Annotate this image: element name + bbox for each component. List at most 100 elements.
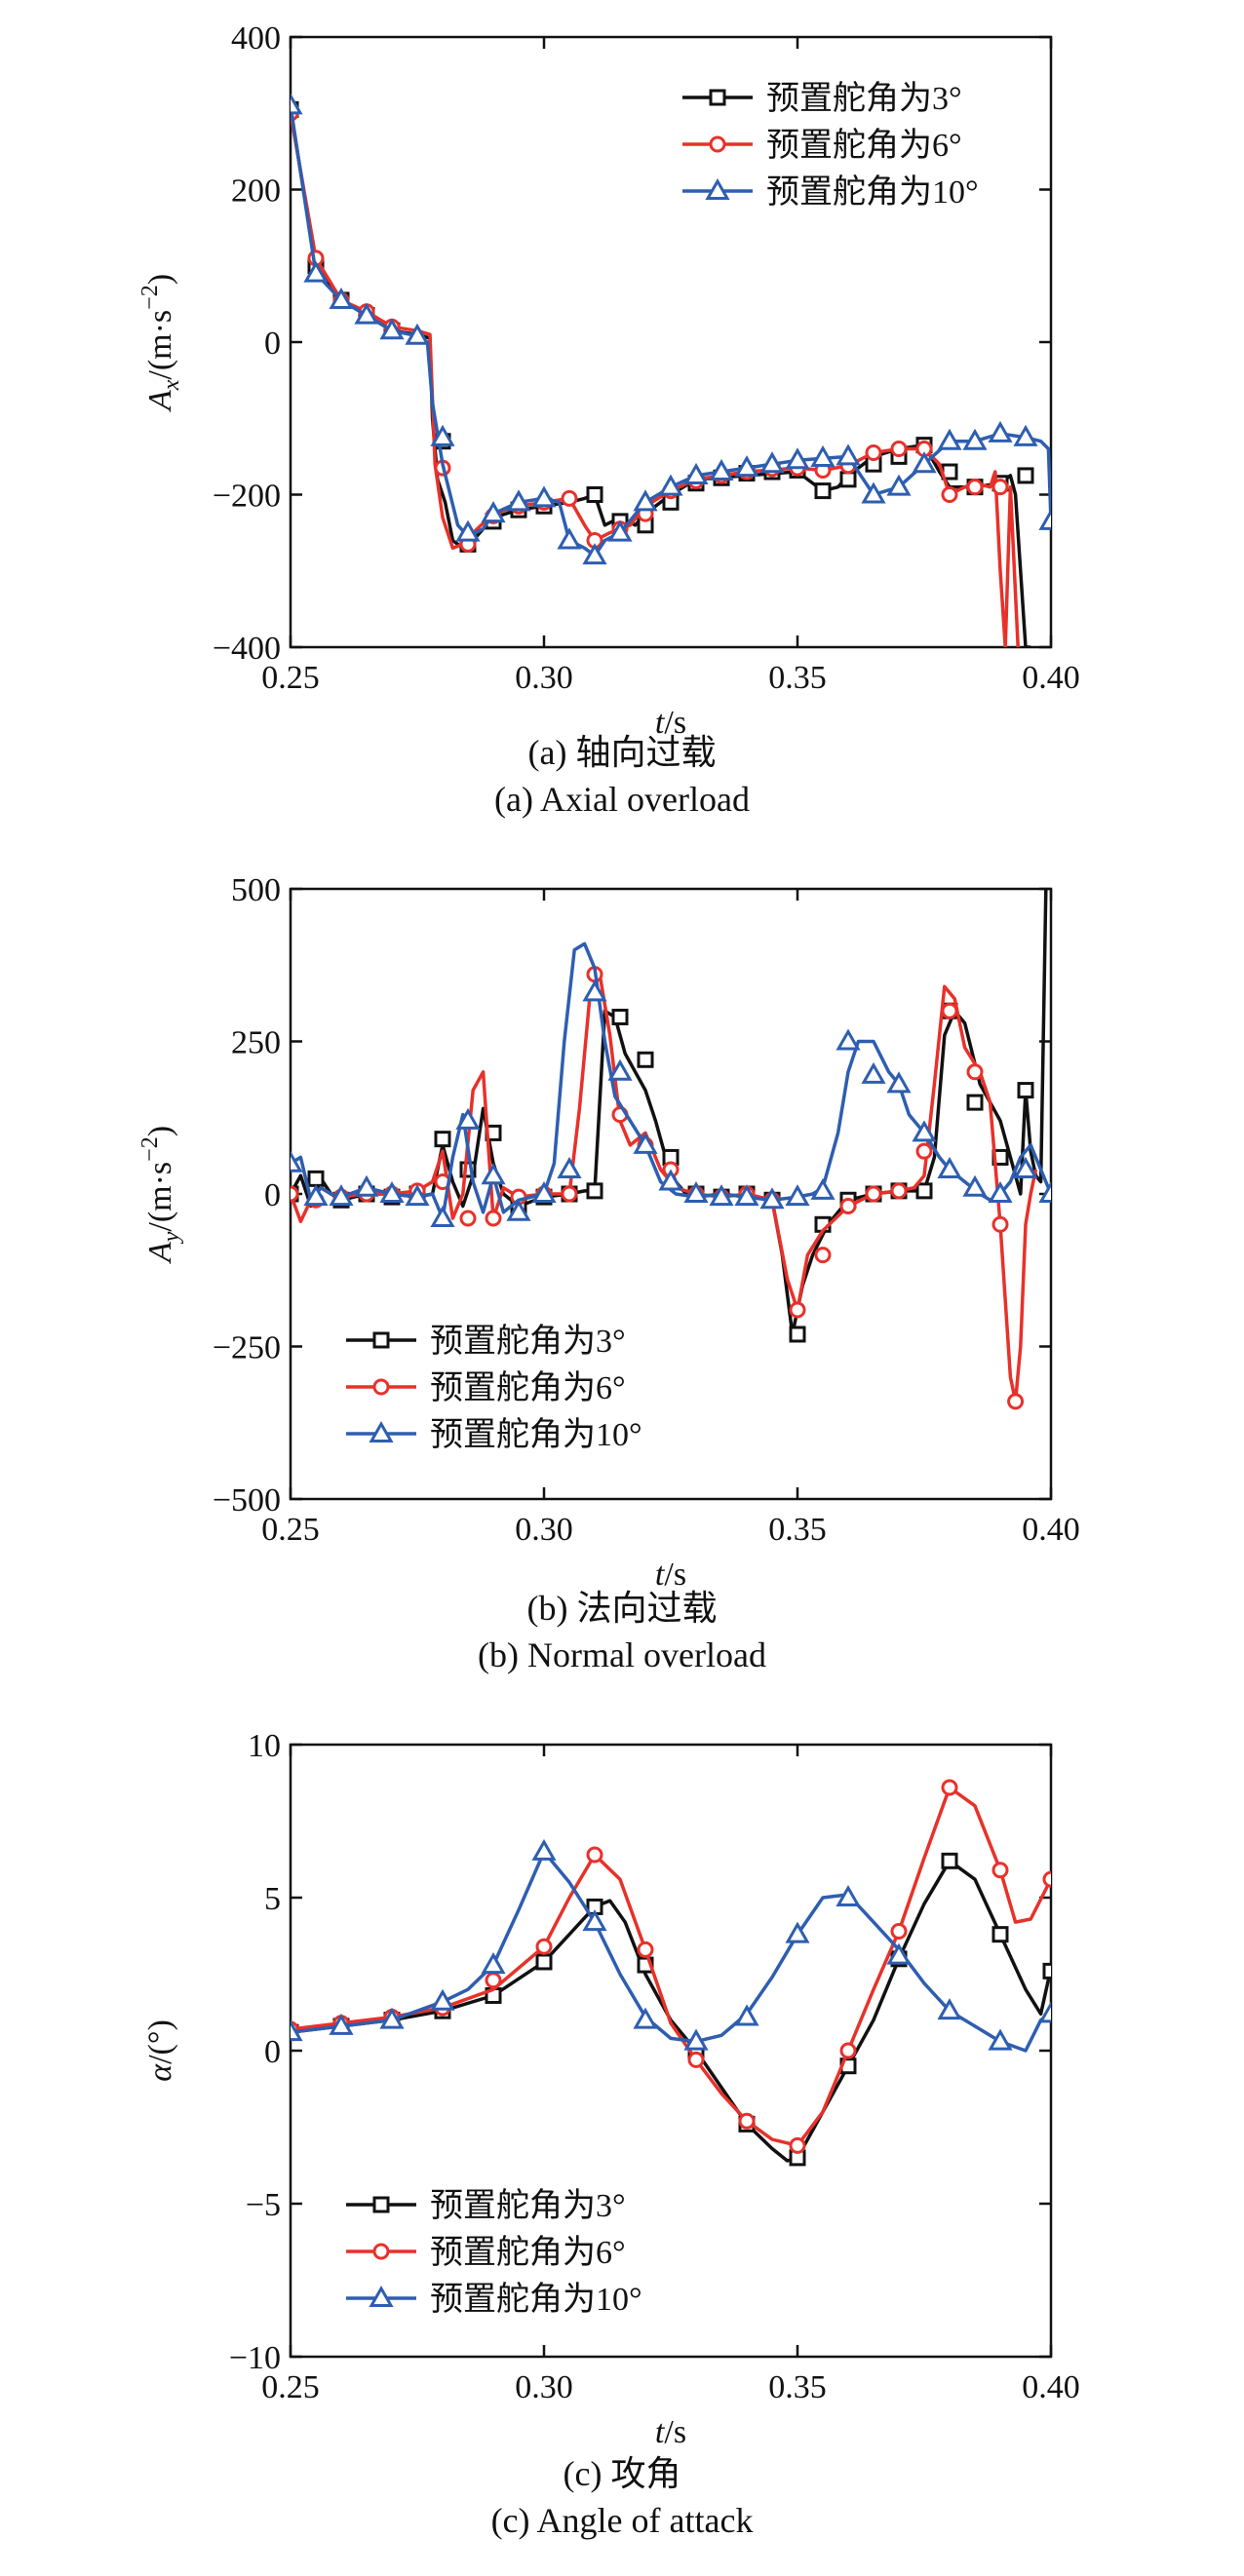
- series-point-circle: [890, 441, 908, 458]
- series-point-triangle: [481, 1163, 506, 1185]
- series-point-triangle: [785, 1184, 810, 1207]
- series-line-circle: [291, 1786, 1051, 2148]
- series-point-triangle: [1013, 424, 1038, 446]
- series-group: [291, 1779, 1051, 2167]
- series-point-triangle: [329, 2013, 354, 2035]
- series-point-triangle: [633, 1132, 658, 1154]
- series-point-circle: [839, 1198, 857, 1215]
- series-point-triangle: [785, 447, 810, 470]
- series-point-triangle: [430, 1988, 455, 2011]
- x-tick-label: 0.25: [261, 2369, 320, 2405]
- y-axis-label: α/(°): [142, 2019, 178, 2082]
- series-point-circle: [941, 1002, 958, 1019]
- series-point-triangle: [354, 1174, 379, 1197]
- series-point-square: [1017, 1082, 1034, 1099]
- series-point-triangle: [1038, 2001, 1051, 2023]
- series-point-circle: [738, 2112, 756, 2130]
- y-tick-label: 5: [264, 1881, 281, 1917]
- series-point-triangle: [1038, 1180, 1051, 1203]
- series-point-circle: [890, 1923, 908, 1941]
- legend-label: 预置舵角为3°: [766, 80, 962, 117]
- series-point-triangle: [810, 444, 836, 467]
- series-point-circle: [586, 1846, 603, 1864]
- y-tick-label: 200: [231, 173, 281, 210]
- legend-label: 预置舵角为10°: [430, 1416, 642, 1453]
- caption-en-aoa: (c) Angle of attack: [490, 2501, 754, 2540]
- series-point-circle: [941, 1779, 958, 1796]
- caption-cn-axial: (a) 轴向过载: [527, 733, 717, 772]
- y-tick-label: 0: [264, 2034, 281, 2070]
- series-point-square: [814, 482, 832, 500]
- series-point-triangle: [988, 1180, 1013, 1203]
- series-point-triangle: [810, 1177, 836, 1200]
- series-point-triangle: [683, 1180, 709, 1203]
- series-point-triangle: [988, 420, 1013, 442]
- series-point-triangle: [329, 1184, 354, 1207]
- x-tick-label: 0.35: [768, 660, 827, 696]
- series-point-square: [586, 1182, 603, 1200]
- series-point-triangle: [354, 302, 379, 325]
- series-point-triangle: [836, 443, 861, 466]
- series-point-triangle: [379, 1180, 405, 1203]
- series-group: [291, 93, 1051, 647]
- series-point-circle: [839, 2042, 857, 2059]
- series-point-circle: [789, 1301, 806, 1319]
- x-axis-label: t/s: [655, 1557, 686, 1593]
- series-point-triangle: [785, 1921, 810, 1943]
- series-point-circle: [1007, 1393, 1025, 1410]
- series-point-circle: [814, 1247, 832, 1264]
- series-point-circle: [485, 1972, 502, 1989]
- series-point-square: [941, 1852, 958, 1869]
- chart-angle-of-attack: 0.25 0.30 0.35 0.40 10 5 0 −5 −10 t/s α/(°) 预置舵角为3°…: [142, 1728, 1080, 2450]
- series-point-circle: [865, 1185, 882, 1203]
- series-point-triangle: [962, 428, 988, 450]
- series-point-circle: [485, 1210, 502, 1227]
- series-point-triangle: [481, 501, 506, 523]
- series-point-triangle: [291, 1150, 303, 1173]
- y-tick-label: −500: [213, 1482, 281, 1519]
- x-tick-label: 0.30: [515, 660, 573, 696]
- legend-marker: [705, 177, 730, 200]
- series-point-square: [991, 1926, 1009, 1943]
- series-point-triangle: [709, 1184, 734, 1207]
- legend-marker: [372, 2196, 390, 2213]
- series-point-triangle: [455, 519, 481, 542]
- series-point-square: [307, 1170, 325, 1187]
- caption-cn-aoa: (c) 攻角: [563, 2454, 681, 2493]
- series-point-square: [839, 471, 857, 488]
- series-point-triangle: [607, 1058, 633, 1081]
- series-point-triangle: [379, 2007, 405, 2029]
- series-point-triangle: [329, 287, 354, 309]
- series-point-triangle: [506, 1199, 531, 1221]
- legend-label: 预置舵角为3°: [430, 1323, 626, 1360]
- series-line-circle: [291, 972, 1038, 1403]
- legend-marker: [369, 1420, 394, 1442]
- plot-frame: [289, 1743, 1053, 2359]
- series-point-triangle: [962, 1174, 988, 1197]
- series-point-triangle: [405, 1184, 430, 1207]
- series-point-triangle: [303, 260, 329, 283]
- legend-marker: [372, 1378, 390, 1396]
- legend-label: 预置舵角为6°: [766, 127, 962, 164]
- x-tick-label: 0.40: [1022, 660, 1080, 696]
- caption-en-axial: (a) Axial overload: [494, 780, 750, 819]
- series-point-circle: [966, 479, 984, 496]
- series-group: [291, 889, 1051, 1410]
- x-tick-label: 0.30: [515, 1512, 573, 1548]
- series-point-triangle: [379, 318, 405, 340]
- series-point-triangle: [582, 1909, 607, 1932]
- series-point-circle: [890, 1182, 908, 1200]
- series-point-circle: [991, 1215, 1009, 1233]
- chart-panel-angle-of-attack: 0.25 0.30 0.35 0.40 10 5 0 −5 −10 t/s α/(°) 预置舵角为3°…: [0, 1706, 1244, 2576]
- series-point-triangle: [291, 93, 303, 115]
- x-tick-label: 0.35: [768, 2369, 827, 2405]
- y-tick-label: 0: [264, 326, 281, 362]
- series-point-triangle: [557, 527, 582, 550]
- y-tick-label: −400: [213, 631, 281, 667]
- series-point-triangle: [658, 474, 683, 496]
- x-tick-label: 0.40: [1022, 1512, 1080, 1548]
- series-point-triangle: [937, 1998, 962, 2020]
- y-tick-label: −10: [229, 2340, 281, 2376]
- series-point-triangle: [1038, 508, 1051, 530]
- series-point-triangle: [886, 474, 912, 496]
